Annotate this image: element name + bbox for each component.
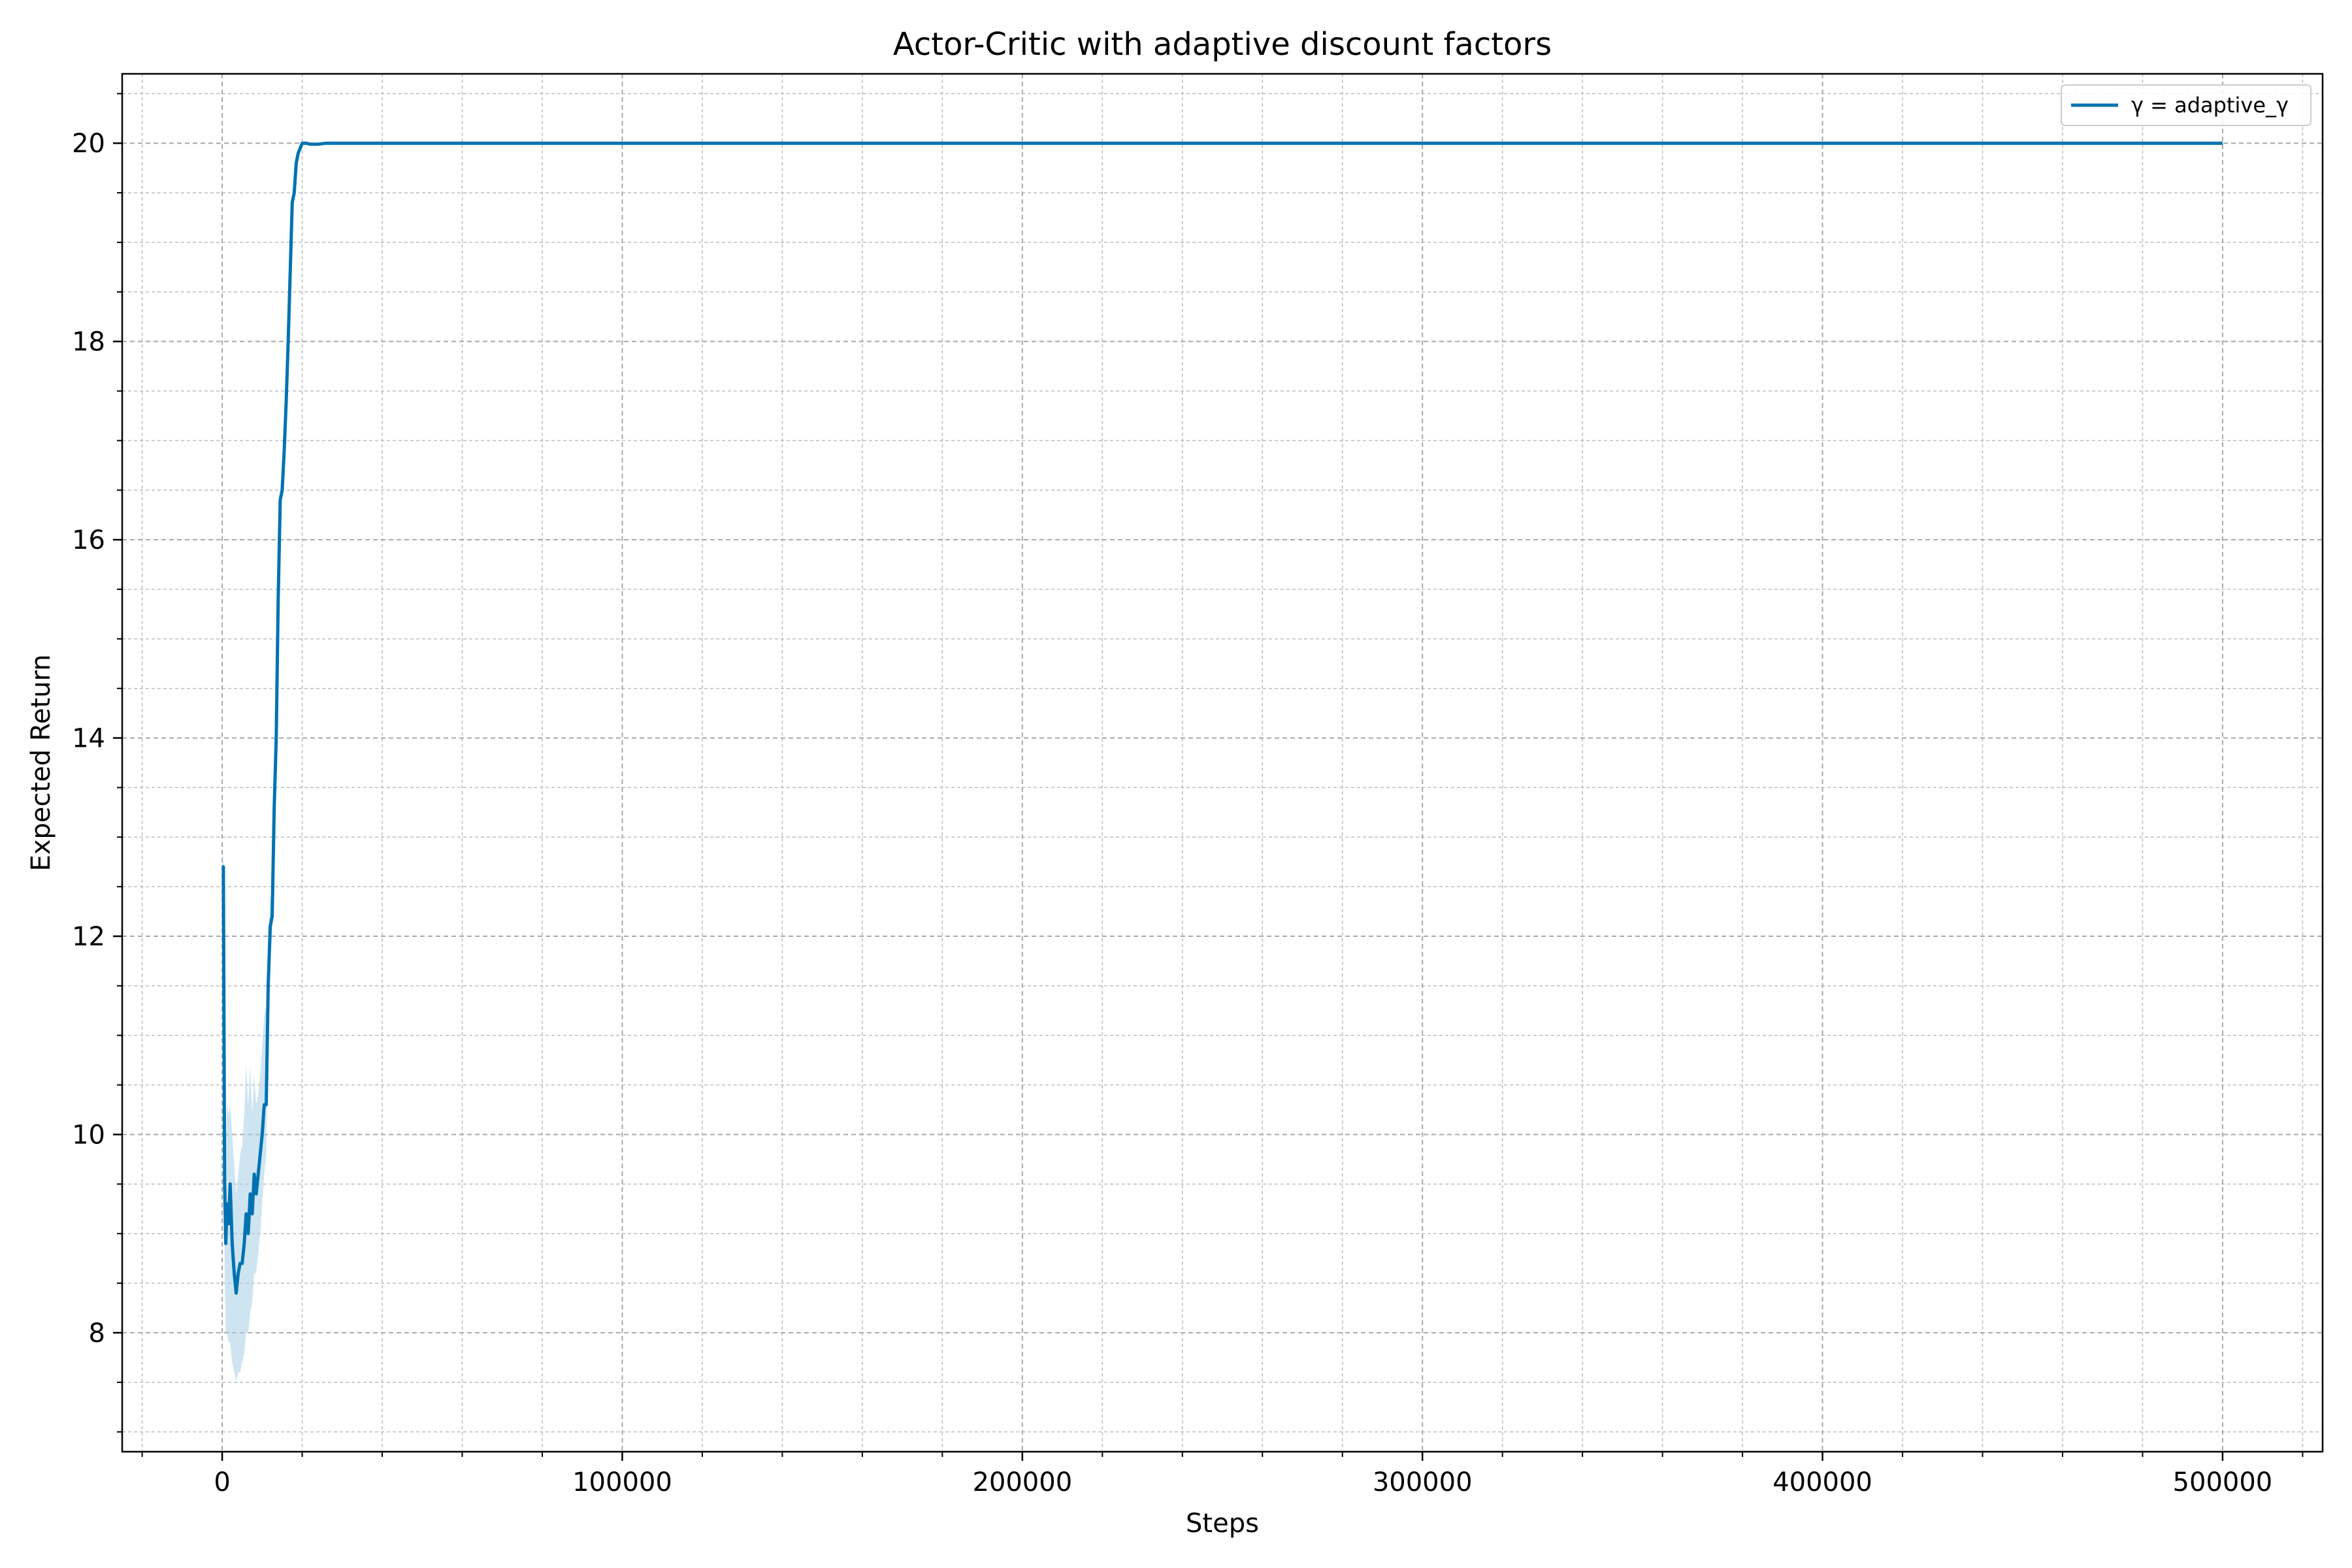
y-tick-label: 8 <box>89 1318 105 1348</box>
series-line <box>221 141 2223 1295</box>
x-tick-label: 100000 <box>572 1467 672 1497</box>
chart-title: Actor-Critic with adaptive discount fact… <box>893 26 1552 63</box>
x-tick-label: 0 <box>214 1467 230 1497</box>
x-tick-label: 500000 <box>2173 1467 2273 1497</box>
y-tick-label: 12 <box>72 922 105 952</box>
legend: γ = adaptive_γ <box>2061 84 2311 126</box>
plot-area <box>221 141 2223 1382</box>
y-tick-label: 18 <box>72 327 105 357</box>
axes-frame <box>121 73 2324 1453</box>
y-tick-label: 10 <box>72 1120 105 1150</box>
minor-grid <box>122 74 2323 1452</box>
y-tick-label: 14 <box>72 724 105 754</box>
axis-ticks: 0 100000 200000 300000 400000 500000 8 10 12 14 16… <box>72 93 2304 1497</box>
y-tick-label: 16 <box>72 525 105 555</box>
legend-box <box>2061 84 2311 126</box>
x-tick-label: 200000 <box>972 1467 1072 1497</box>
x-axis-label: Steps <box>1186 1509 1259 1539</box>
x-tick-label: 400000 <box>1772 1467 1872 1497</box>
legend-entry-label: γ = adaptive_γ <box>2131 93 2289 118</box>
y-tick-label: 20 <box>72 129 105 159</box>
x-tick-label: 300000 <box>1373 1467 1473 1497</box>
y-axis-label: Expected Return <box>26 654 56 871</box>
